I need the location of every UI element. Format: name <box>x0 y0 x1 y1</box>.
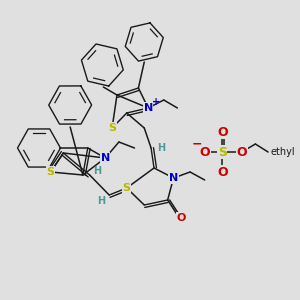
Text: O: O <box>217 125 228 139</box>
Text: O: O <box>236 146 247 158</box>
Text: +: + <box>152 97 160 107</box>
Text: −: − <box>192 137 202 151</box>
Text: S: S <box>218 146 227 158</box>
Text: O: O <box>200 146 210 158</box>
Text: O: O <box>177 213 186 223</box>
Text: S: S <box>108 123 116 133</box>
Text: S: S <box>47 167 55 177</box>
Text: H: H <box>97 196 105 206</box>
Text: S: S <box>123 183 131 193</box>
Text: H: H <box>157 143 165 153</box>
Text: ethyl: ethyl <box>271 147 296 157</box>
Text: H: H <box>93 166 101 176</box>
Text: N: N <box>143 103 153 113</box>
Text: N: N <box>169 173 178 183</box>
Text: O: O <box>217 166 228 178</box>
Text: N: N <box>100 153 110 163</box>
